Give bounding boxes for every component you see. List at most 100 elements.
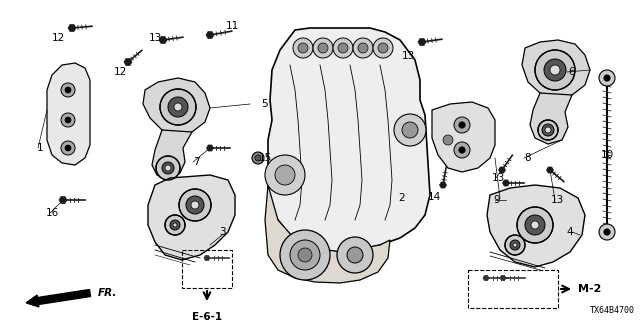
Polygon shape bbox=[265, 185, 390, 283]
Circle shape bbox=[459, 147, 465, 153]
Circle shape bbox=[298, 248, 312, 262]
Polygon shape bbox=[432, 102, 495, 172]
Polygon shape bbox=[148, 175, 235, 260]
Text: 1: 1 bbox=[36, 143, 44, 153]
Circle shape bbox=[538, 120, 558, 140]
Circle shape bbox=[160, 89, 196, 125]
Circle shape bbox=[517, 207, 553, 243]
Circle shape bbox=[531, 221, 539, 229]
Text: 12: 12 bbox=[51, 33, 65, 43]
Circle shape bbox=[338, 43, 348, 53]
Circle shape bbox=[373, 38, 393, 58]
Circle shape bbox=[265, 155, 305, 195]
Circle shape bbox=[544, 59, 566, 81]
Polygon shape bbox=[143, 78, 210, 135]
Circle shape bbox=[65, 117, 71, 123]
Polygon shape bbox=[59, 196, 67, 204]
Circle shape bbox=[186, 196, 204, 214]
Circle shape bbox=[168, 97, 188, 117]
Circle shape bbox=[255, 155, 261, 161]
Circle shape bbox=[599, 224, 615, 240]
Circle shape bbox=[378, 43, 388, 53]
Circle shape bbox=[545, 127, 551, 133]
Circle shape bbox=[61, 83, 75, 97]
Polygon shape bbox=[204, 255, 210, 260]
Text: 15: 15 bbox=[259, 153, 271, 163]
Polygon shape bbox=[522, 40, 590, 98]
FancyArrow shape bbox=[26, 290, 90, 307]
Circle shape bbox=[333, 38, 353, 58]
Circle shape bbox=[525, 215, 545, 235]
Polygon shape bbox=[124, 59, 132, 66]
Circle shape bbox=[599, 70, 615, 86]
Circle shape bbox=[252, 152, 264, 164]
Text: 13: 13 bbox=[148, 33, 162, 43]
Circle shape bbox=[353, 38, 373, 58]
Text: 13: 13 bbox=[550, 195, 564, 205]
Text: E-6-1: E-6-1 bbox=[192, 312, 222, 320]
Polygon shape bbox=[206, 32, 214, 38]
Circle shape bbox=[156, 156, 180, 180]
Circle shape bbox=[275, 165, 295, 185]
Circle shape bbox=[454, 142, 470, 158]
Circle shape bbox=[402, 122, 418, 138]
Polygon shape bbox=[68, 25, 76, 31]
Circle shape bbox=[165, 165, 171, 171]
Polygon shape bbox=[499, 167, 506, 173]
Text: 13: 13 bbox=[492, 173, 504, 183]
Circle shape bbox=[162, 162, 174, 174]
Polygon shape bbox=[500, 276, 506, 281]
Circle shape bbox=[61, 141, 75, 155]
Circle shape bbox=[61, 113, 75, 127]
Polygon shape bbox=[487, 185, 585, 267]
Text: 6: 6 bbox=[569, 67, 575, 77]
Circle shape bbox=[347, 247, 363, 263]
Text: 11: 11 bbox=[225, 21, 239, 31]
Polygon shape bbox=[440, 182, 447, 188]
Circle shape bbox=[604, 75, 610, 81]
Circle shape bbox=[542, 124, 554, 136]
Circle shape bbox=[165, 215, 185, 235]
Text: 7: 7 bbox=[193, 157, 199, 167]
Polygon shape bbox=[418, 38, 426, 45]
Circle shape bbox=[443, 135, 453, 145]
Text: 14: 14 bbox=[428, 192, 440, 202]
Circle shape bbox=[604, 229, 610, 235]
Polygon shape bbox=[152, 130, 192, 178]
Circle shape bbox=[170, 220, 180, 230]
Circle shape bbox=[191, 201, 199, 209]
Circle shape bbox=[358, 43, 368, 53]
Text: 16: 16 bbox=[45, 208, 59, 218]
Circle shape bbox=[293, 38, 313, 58]
Polygon shape bbox=[47, 63, 90, 165]
Text: 8: 8 bbox=[525, 153, 531, 163]
Polygon shape bbox=[502, 180, 509, 186]
Text: 5: 5 bbox=[260, 99, 268, 109]
Circle shape bbox=[318, 43, 328, 53]
Text: 12: 12 bbox=[113, 67, 127, 77]
Text: 3: 3 bbox=[219, 227, 225, 237]
Text: FR.: FR. bbox=[98, 288, 117, 298]
Text: TX64B4700: TX64B4700 bbox=[590, 306, 635, 315]
Circle shape bbox=[280, 230, 330, 280]
Circle shape bbox=[65, 87, 71, 93]
Polygon shape bbox=[207, 145, 214, 151]
Circle shape bbox=[535, 50, 575, 90]
Circle shape bbox=[505, 235, 525, 255]
Circle shape bbox=[337, 237, 373, 273]
Circle shape bbox=[174, 103, 182, 111]
Text: 9: 9 bbox=[493, 195, 500, 205]
Polygon shape bbox=[547, 167, 554, 173]
Polygon shape bbox=[159, 36, 167, 44]
Text: 2: 2 bbox=[399, 193, 405, 203]
Circle shape bbox=[513, 243, 517, 247]
Text: 10: 10 bbox=[600, 150, 614, 160]
Bar bbox=[468, 270, 558, 308]
Circle shape bbox=[454, 117, 470, 133]
Circle shape bbox=[510, 240, 520, 250]
Circle shape bbox=[298, 43, 308, 53]
Bar bbox=[182, 250, 232, 288]
Circle shape bbox=[290, 240, 320, 270]
Text: 4: 4 bbox=[566, 227, 573, 237]
Circle shape bbox=[65, 145, 71, 151]
